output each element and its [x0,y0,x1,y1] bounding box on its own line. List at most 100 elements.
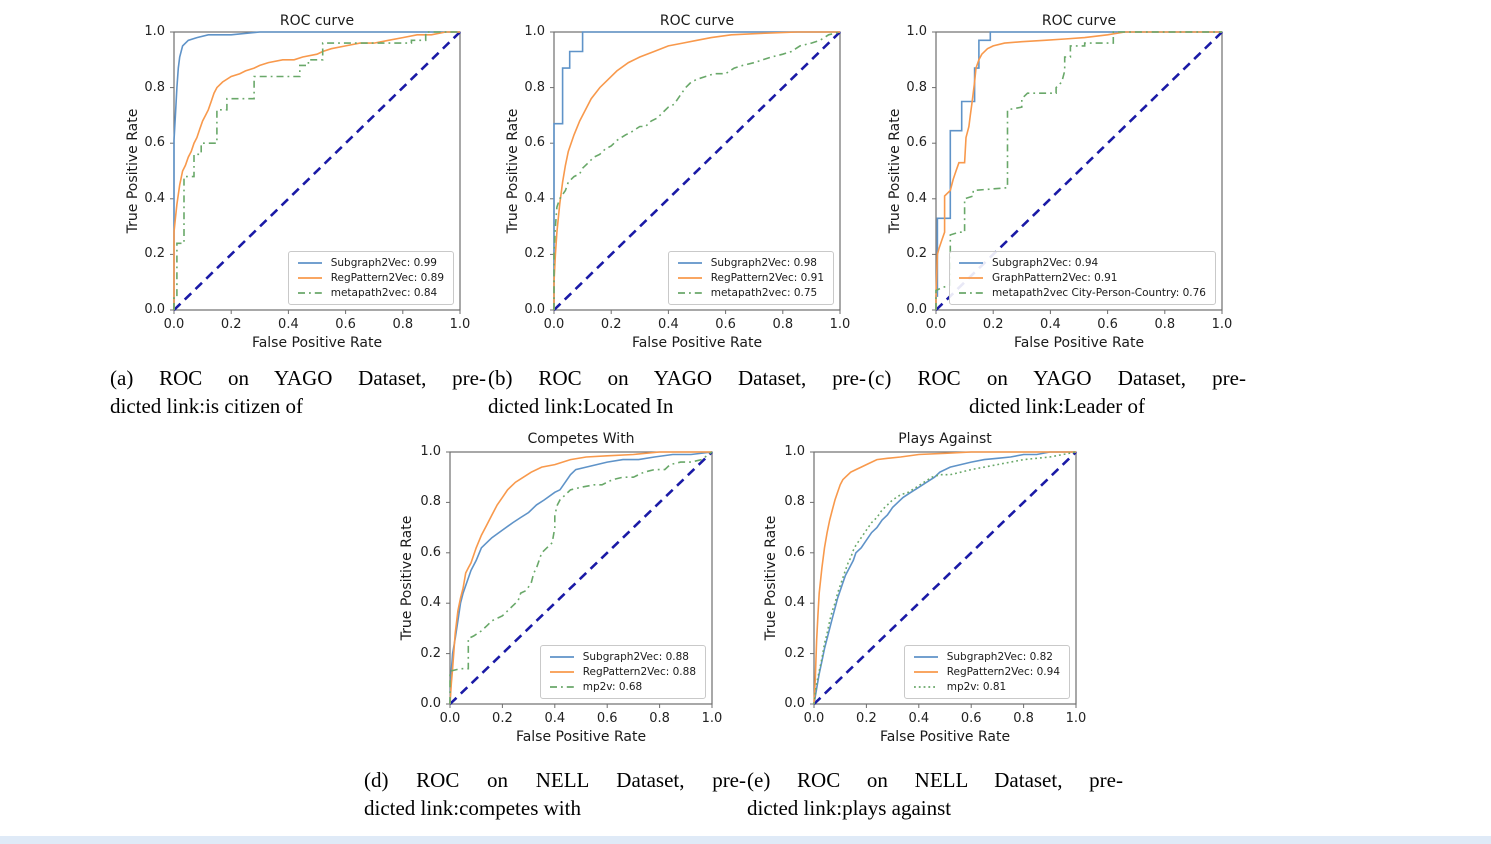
legend-line-sample [549,671,574,673]
y-tick-label: 0.4 [784,595,805,611]
y-tick-label: 0.8 [420,494,441,510]
legend-label: Subgraph2Vec: 0.94 [991,257,1099,269]
legend-label: mp2v: 0.81 [946,681,1007,693]
x-tick-label: 0.8 [1154,317,1176,332]
roc-curve-metapath2vec [553,31,841,310]
y-tick-label: 0.2 [906,246,927,262]
caption-line: dicted link:is citizen of [110,394,304,418]
axes-frame [813,451,1077,705]
figure-title: ROC curve [1041,13,1117,29]
x-tick-label: 0.6 [596,711,618,726]
x-tick-label: 0.2 [600,317,622,332]
y-tick-label: 0.8 [784,494,805,510]
y-tick-label: 0.2 [524,246,545,262]
roc-curve-mp2v [813,451,1077,705]
legend-label: Subgraph2Vec: 0.88 [582,651,689,663]
legend-label: RegPattern2Vec: 0.89 [330,272,444,284]
roc-curve-graphpattern2vec [935,31,1222,310]
figure-title: ROC curve [659,13,735,29]
legend-label: mp2v: 0.68 [582,681,643,693]
y-tick-label: 0.2 [420,645,441,661]
roc-figure-b: ROC curve True Positive Rate False Posit… [490,8,870,360]
caption-line: dicted link:Located In [488,394,674,418]
legend-box: Subgraph2Vec: 0.98 RegPattern2Vec: 0.91 me… [667,251,834,305]
legend-entry: Subgraph2Vec: 0.98 [677,257,824,269]
legend-entry: mp2v: 0.81 [913,681,1060,693]
caption-line: (e) ROC on NELL Dataset, pre- [747,768,1123,792]
y-tick-label: 0.6 [906,135,927,151]
caption-line: (d) ROC on NELL Dataset, pre- [364,768,746,792]
x-tick-label: 0.4 [278,317,299,332]
x-tick-label: 0.8 [1013,711,1034,726]
legend-entry: metapath2vec City-Person-Country: 0.76 [958,287,1206,299]
page-bottom-strip [0,836,1491,844]
legend-label: RegPattern2Vec: 0.88 [582,666,696,678]
legend-line-sample [913,671,938,673]
y-axis-label: True Positive Rate [887,108,903,234]
y-tick-label: 1.0 [906,24,927,39]
roc-curve-mp2v [449,451,713,704]
legend-entry: GraphPattern2Vec: 0.91 [958,272,1206,284]
axes-frame [449,451,713,705]
figure-caption-a: (a) ROC on YAGO Dataset, pre- dicted lin… [110,364,486,420]
roc-plot-canvas-e [810,451,1077,708]
y-tick-label: 0.6 [144,135,165,151]
x-axis-label: False Positive Rate [515,729,647,745]
legend-label: Subgraph2Vec: 0.98 [710,257,817,269]
x-tick-label: 0.6 [1097,317,1118,332]
x-tick-label: 0.8 [392,317,414,332]
x-tick-label: 0.2 [220,317,242,332]
chance-diagonal-line [813,451,1077,705]
legend-entry: mp2v: 0.68 [549,681,696,693]
roc-curve-subgraph2vec [449,451,713,705]
y-tick-label: 1.0 [524,24,545,39]
x-tick-label: 0.2 [492,711,513,726]
roc-curve-regpattern2vec [553,31,840,310]
y-tick-label: 0.4 [420,595,441,611]
roc-plot-canvas-b [550,31,841,314]
x-tick-label: 0.4 [544,711,566,726]
x-tick-label: 0.0 [163,317,185,332]
x-tick-label: 0.2 [856,711,877,726]
roc-curve-metapath2vec-city-person-country [935,31,1222,310]
legend-entry: RegPattern2Vec: 0.88 [549,666,696,678]
x-tick-label: 0.4 [908,711,930,726]
legend-label: Subgraph2Vec: 0.99 [330,257,437,269]
x-axis-label: False Positive Rate [879,729,1011,745]
figure-caption-b: (b) ROC on YAGO Dataset, pre- dicted lin… [488,364,866,420]
legend-line-sample [549,656,574,658]
legend-line-sample [913,656,938,658]
y-axis-label: True Positive Rate [505,108,521,234]
x-axis-label: False Positive Rate [251,335,383,351]
x-tick-label: 0.8 [772,317,794,332]
legend-entry: RegPattern2Vec: 0.91 [677,272,824,284]
figure-caption-e: (e) ROC on NELL Dataset, pre- dicted lin… [747,766,1123,822]
legend-label: metapath2vec City-Person-Country: 0.76 [991,287,1206,299]
legend-entry: Subgraph2Vec: 0.82 [913,651,1060,663]
legend-label: RegPattern2Vec: 0.91 [710,272,824,284]
legend-line-sample [677,277,702,279]
legend-entry: Subgraph2Vec: 0.88 [549,651,696,663]
y-tick-label: 0.2 [784,645,805,661]
x-tick-label: 0.6 [960,711,982,726]
legend-box: Subgraph2Vec: 0.88 RegPattern2Vec: 0.88 mp… [539,645,706,699]
x-tick-label: 0.2 [982,317,1004,332]
y-tick-label: 0.4 [144,190,165,206]
y-tick-label: 0.4 [524,190,545,206]
y-tick-label: 1.0 [420,444,441,459]
y-tick-label: 1.0 [784,444,805,459]
chance-diagonal-line [173,31,461,311]
chance-diagonal-line [553,31,841,311]
y-tick-label: 0.8 [144,79,165,95]
x-tick-label: 0.4 [658,317,679,332]
x-tick-label: 0.0 [803,711,825,726]
y-tick-label: 0.0 [420,696,441,711]
legend-label: GraphPattern2Vec: 0.91 [991,272,1118,284]
x-axis-label: False Positive Rate [1013,335,1145,351]
x-axis-label: False Positive Rate [631,335,763,351]
caption-line: dicted link:plays against [747,796,952,820]
caption-line: (b) ROC on YAGO Dataset, pre- [488,366,866,390]
x-tick-label: 0.0 [543,317,565,332]
legend-line-sample [677,292,702,294]
roc-figure-e: Plays Against True Positive Rate False P… [742,430,1132,765]
